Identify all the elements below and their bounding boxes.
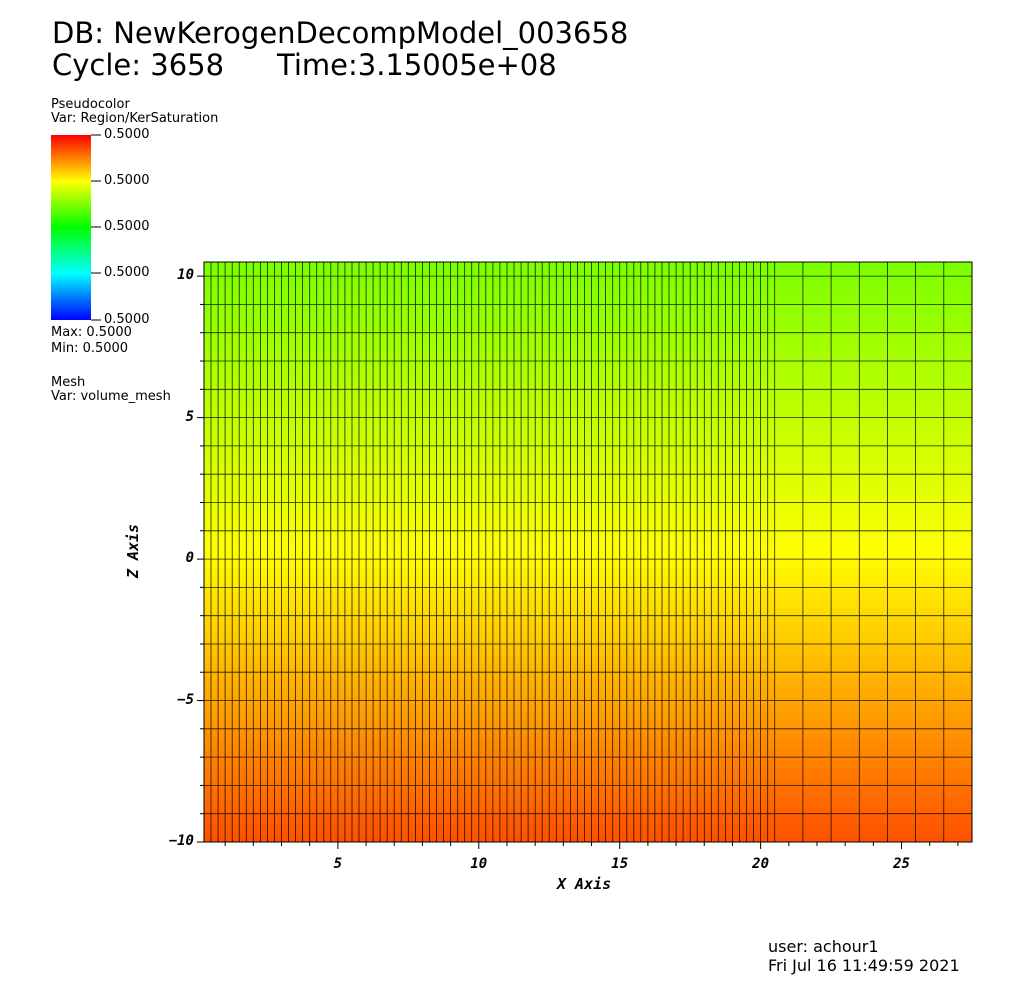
legend-tick-label: 0.5000: [104, 127, 150, 142]
legend-tick-label: 0.5000: [104, 312, 150, 327]
z-tick-label: −10: [168, 833, 194, 849]
z-tick-label: 5: [185, 408, 194, 425]
database-title: DB: NewKerogenDecompModel_003658: [52, 16, 629, 50]
z-tick-label: 10: [177, 267, 194, 284]
plot-frame: [203, 261, 973, 843]
z-tick-label: −5: [177, 691, 194, 708]
legend-variable: Var: Region/KerSaturation: [51, 111, 219, 126]
z-axis-title: Z Axis: [124, 523, 143, 579]
x-tick-label: 5: [333, 856, 343, 872]
legend-tick-label: 0.5000: [104, 173, 150, 188]
legend-min: Min: 0.5000: [51, 341, 129, 356]
legend-plot-type: Pseudocolor: [51, 97, 130, 112]
cycle-label: Cycle: 3658: [52, 48, 225, 82]
legend-ticks: [91, 134, 101, 321]
legend-tick-label: 0.5000: [104, 219, 150, 234]
user-label: user: achour1: [768, 937, 879, 956]
date-label: Fri Jul 16 11:49:59 2021: [768, 956, 960, 975]
axes: [197, 275, 959, 849]
z-tick-label: 0: [185, 550, 194, 567]
pseudocolor-field: [204, 262, 972, 842]
legend-max: Max: 0.5000: [51, 325, 132, 340]
x-tick-label: 25: [893, 856, 910, 872]
x-axis-title: X Axis: [557, 875, 612, 893]
x-tick-label: 10: [470, 856, 488, 872]
legend-tick-label: 0.5000: [104, 265, 150, 280]
time-label: Time:3.15005e+08: [277, 48, 557, 82]
mesh-legend-plot-type: Mesh: [51, 375, 86, 390]
legend-color-bar: [51, 135, 91, 320]
x-tick-label: 20: [752, 856, 770, 872]
x-tick-label: 15: [611, 856, 629, 872]
mesh-legend-variable: Var: volume_mesh: [51, 389, 171, 404]
